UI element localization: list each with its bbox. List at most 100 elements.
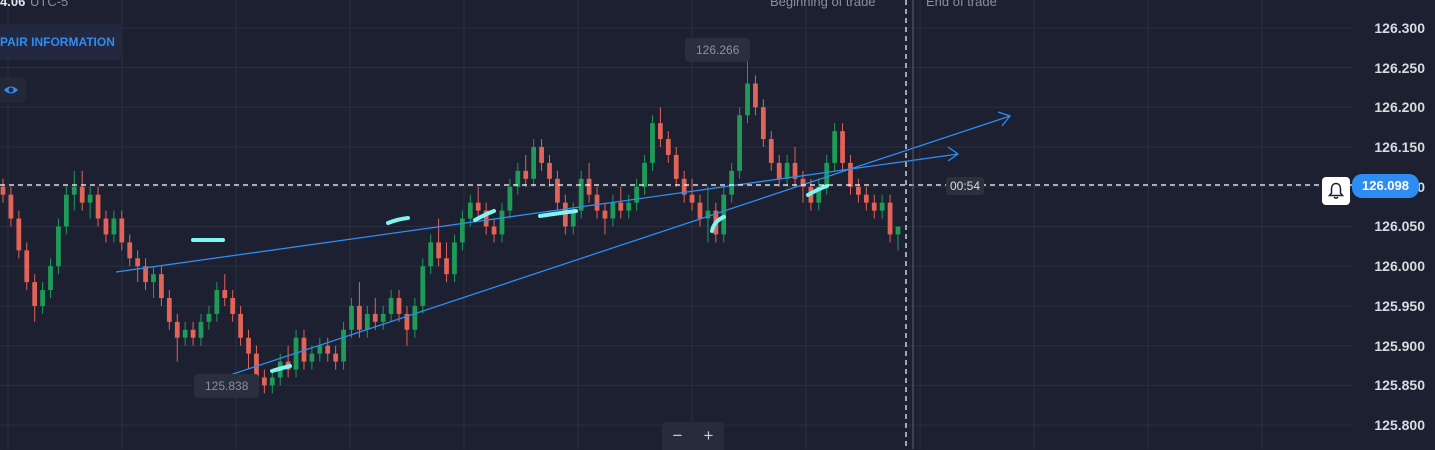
candle-body xyxy=(753,83,758,108)
candle-body xyxy=(143,266,148,283)
candle-body xyxy=(586,178,592,195)
candle-body xyxy=(325,345,331,354)
candle-body xyxy=(531,147,537,179)
candle-body xyxy=(570,210,576,227)
candle-body xyxy=(658,123,663,140)
marker-4 xyxy=(538,209,578,218)
candle-body xyxy=(444,258,449,275)
candle-body xyxy=(16,218,22,251)
candle-body xyxy=(618,202,624,211)
candle-body xyxy=(887,202,893,235)
candle-body xyxy=(309,353,315,362)
candle-body xyxy=(871,202,877,211)
candle-body xyxy=(301,337,307,362)
candle-body xyxy=(848,162,853,187)
candle-body xyxy=(895,226,901,235)
y-axis-tick-label: 126.200 xyxy=(1374,99,1425,116)
candle-body xyxy=(404,313,410,330)
eye-toggle-button[interactable] xyxy=(0,77,26,103)
marker-5 xyxy=(710,215,726,233)
candle-body xyxy=(396,298,402,314)
candle-body xyxy=(737,115,742,171)
price-alert-button[interactable] xyxy=(1322,177,1350,205)
candle-body xyxy=(475,202,481,211)
candle-body xyxy=(460,218,465,243)
candle-body xyxy=(40,290,45,306)
candle-body xyxy=(135,258,141,267)
candle-body xyxy=(515,170,521,187)
candle-body xyxy=(111,218,117,235)
candle-body xyxy=(483,210,489,227)
candle-body xyxy=(412,305,418,330)
candle-body xyxy=(56,226,61,267)
candle-body xyxy=(261,377,267,386)
candle-body xyxy=(816,186,822,203)
trendlines-group xyxy=(115,111,1012,386)
candle-body xyxy=(380,313,386,322)
candle-body xyxy=(119,218,125,243)
candle-body xyxy=(198,321,204,338)
trendline-upper xyxy=(115,153,959,273)
candle-body xyxy=(24,250,30,283)
candle-body xyxy=(547,162,552,179)
high-price-label: 126.266 xyxy=(685,38,751,62)
marker-7 xyxy=(270,364,292,373)
candle-body xyxy=(824,162,830,187)
support-markers xyxy=(191,184,829,373)
candle-body xyxy=(539,147,544,163)
candle-body xyxy=(610,202,616,219)
candle-body xyxy=(681,178,687,195)
candle-body xyxy=(341,329,346,362)
candle-body xyxy=(428,242,434,267)
candle-body xyxy=(697,202,703,219)
candle-body xyxy=(103,218,109,235)
candle-body xyxy=(729,170,735,195)
y-axis-tick-label: 126.050 xyxy=(1374,218,1425,235)
candle-body xyxy=(388,298,394,314)
candle-body xyxy=(832,131,838,163)
eye-icon xyxy=(4,86,18,94)
candle-body xyxy=(705,210,711,219)
zoom-controls: − + xyxy=(662,422,724,450)
marker-6 xyxy=(806,184,829,197)
zoom-in-button[interactable]: + xyxy=(703,426,714,445)
candle-body xyxy=(372,313,378,322)
candle-body xyxy=(840,131,845,163)
candle-body xyxy=(863,194,869,203)
candle-body xyxy=(626,202,632,211)
candle-body xyxy=(420,266,426,306)
candle-body xyxy=(8,194,14,219)
candle-body xyxy=(436,242,441,259)
candle-body xyxy=(792,162,798,179)
candle-body xyxy=(269,377,275,386)
candle-body xyxy=(230,298,236,314)
candle-body xyxy=(357,305,362,330)
marker-3 xyxy=(473,209,496,222)
bell-icon xyxy=(1328,182,1344,199)
candle-body xyxy=(467,202,473,219)
clock-text: 4.06 xyxy=(0,0,26,9)
candle-body xyxy=(71,186,77,195)
candle-body xyxy=(48,266,53,291)
zoom-out-button[interactable]: − xyxy=(672,426,683,445)
candle-body xyxy=(238,313,243,338)
candle-body xyxy=(127,242,133,259)
countdown-timer: 00:54 xyxy=(946,177,985,195)
candle-body xyxy=(452,242,457,275)
candle-body xyxy=(317,345,323,354)
beginning-of-trade-label: Beginning of trade xyxy=(770,0,876,9)
candle-body xyxy=(174,321,180,338)
candle-body xyxy=(491,226,497,235)
low-price-label: 125.838 xyxy=(194,374,260,398)
candle-body xyxy=(650,123,655,163)
y-axis-tick-label: 125.800 xyxy=(1374,417,1425,434)
pair-information-button[interactable]: PAIR INFORMATION xyxy=(0,24,122,60)
candle-body xyxy=(206,313,212,322)
candle-body xyxy=(63,194,69,227)
candle-body xyxy=(562,202,568,227)
y-axis-tick-label: 125.850 xyxy=(1374,377,1425,394)
candle-body xyxy=(634,186,640,203)
candle-body xyxy=(222,290,228,299)
candle-body xyxy=(594,194,600,211)
